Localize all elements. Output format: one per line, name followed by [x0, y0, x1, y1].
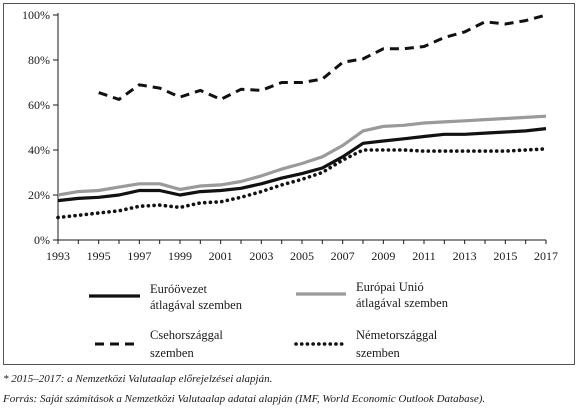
y-tick-label: 80%	[28, 53, 50, 67]
y-tick-label: 40%	[28, 143, 50, 157]
footnote: * 2015–2017: a Nemzetközi Valutaalap elő…	[3, 373, 273, 385]
y-tick-label: 100%	[22, 8, 50, 22]
x-tick-label: 2005	[290, 249, 314, 263]
y-tick-label: 60%	[28, 98, 50, 112]
series-layer	[56, 13, 548, 220]
y-tick-label: 0%	[34, 233, 50, 247]
x-tick-label: 2009	[371, 249, 395, 263]
chart-frame	[3, 3, 575, 365]
legend-label: Németországgal	[356, 328, 438, 342]
x-tick-label: 1997	[127, 249, 151, 263]
x-tick-label: 2015	[493, 249, 517, 263]
x-tick-label: 1995	[87, 249, 111, 263]
legend-label: szemben	[150, 346, 194, 360]
x-tick-label: 1993	[46, 249, 70, 263]
y-axis: 0% 20% 40% 60% 80% 100%	[22, 8, 59, 247]
legend: Euróövezet átlagával szemben Európai Unió á…	[89, 280, 449, 360]
x-tick-label: 2001	[209, 249, 233, 263]
series-line-solid-gray	[57, 114, 547, 197]
x-tick-label: 2017	[534, 249, 558, 263]
legend-label: szemben	[356, 346, 400, 360]
chart: 0% 20% 40% 60% 80% 100% 1993 1995 1997 1999 2001 2…	[22, 8, 558, 360]
x-axis: 1993 1995 1997 1999 2001 2003 2005 2007 2009 2011…	[46, 239, 558, 263]
source-note: Forrás: Saját számítások a Nemzetközi Va…	[3, 393, 486, 405]
series-line-dotted-black	[56, 147, 548, 220]
series-line-dashed-black	[98, 13, 547, 101]
legend-label: Euróövezet	[150, 282, 207, 296]
x-tick-label: 2013	[453, 249, 477, 263]
x-tick-label: 2007	[331, 249, 355, 263]
legend-label: Csehországgal	[150, 328, 223, 342]
legend-label: Európai Unió	[356, 280, 424, 294]
legend-label: átlagával szemben	[150, 298, 243, 312]
x-tick-label: 2003	[249, 249, 273, 263]
x-tick-label: 1999	[168, 249, 192, 263]
y-tick-label: 20%	[28, 188, 50, 202]
x-tick-label: 2011	[412, 249, 436, 263]
legend-label: átlagával szemben	[356, 296, 449, 310]
series-line-solid-black	[57, 127, 547, 203]
